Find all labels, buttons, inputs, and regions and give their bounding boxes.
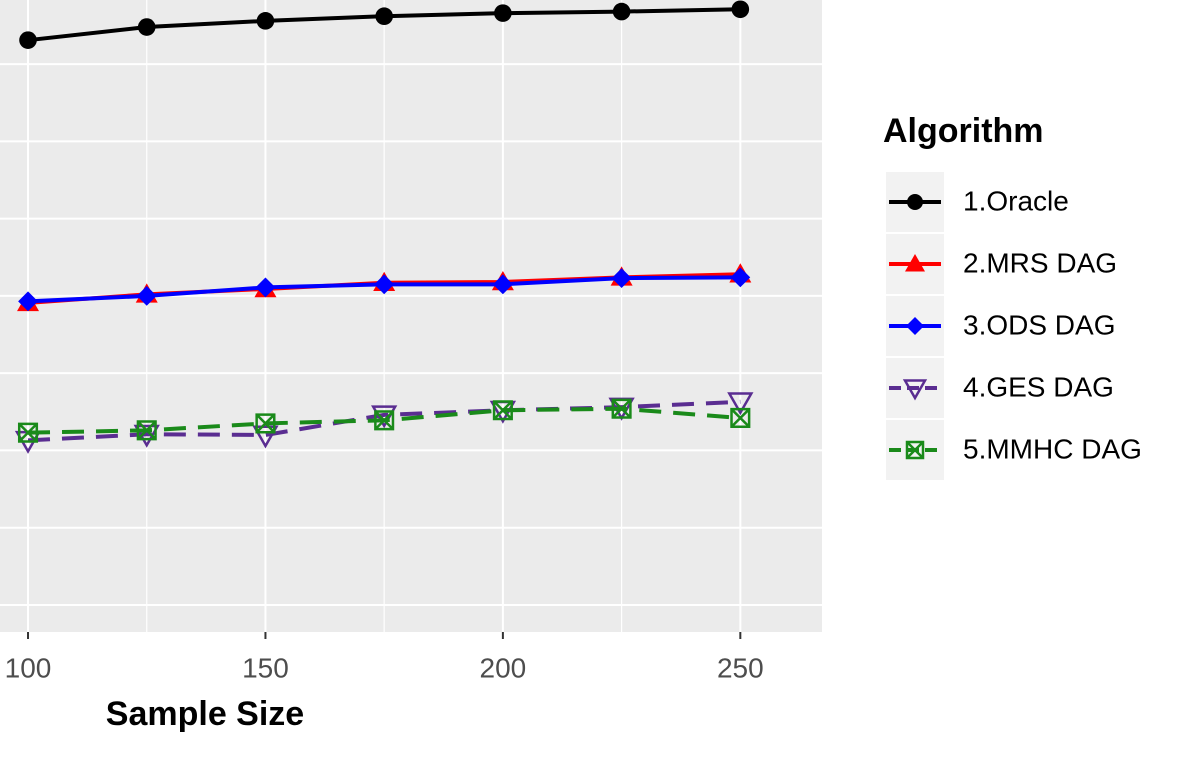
marker (492, 274, 513, 295)
x-tick-label: 250 (717, 652, 764, 683)
marker (137, 18, 156, 36)
marker (256, 12, 275, 30)
marker (905, 254, 925, 272)
marker (612, 2, 631, 21)
marker (17, 422, 39, 443)
x-tick-label: 200 (480, 652, 527, 683)
legend-title: Algorithm (883, 112, 1044, 150)
x-tick-label: 100 (5, 652, 52, 683)
legend-label: 4.GES DAG (963, 371, 1114, 402)
legend-label: 3.ODS DAG (963, 309, 1115, 340)
marker (731, 0, 750, 19)
marker (374, 274, 395, 295)
marker (727, 392, 754, 416)
marker (730, 407, 751, 429)
marker (611, 398, 632, 419)
legend-label: 2.MRS DAG (963, 247, 1117, 278)
marker (906, 317, 924, 335)
marker (494, 4, 512, 22)
marker (492, 400, 513, 421)
x-axis-title: Sample Size (106, 695, 304, 733)
marker (611, 268, 632, 289)
legend-label: 5.MMHC DAG (963, 433, 1142, 464)
x-tick-label: 150 (242, 652, 289, 683)
marker (902, 379, 928, 401)
marker (730, 267, 751, 288)
marker (136, 420, 157, 441)
marker (907, 194, 923, 210)
marker (375, 7, 393, 26)
marker (136, 286, 157, 306)
marker (905, 440, 925, 460)
panel (0, 0, 822, 632)
legend-label: 1.Oracle (963, 185, 1069, 216)
marker (374, 410, 395, 431)
marker (19, 31, 37, 49)
marker (255, 413, 276, 434)
marker (255, 277, 276, 298)
marker (18, 291, 38, 312)
marker (252, 425, 279, 449)
